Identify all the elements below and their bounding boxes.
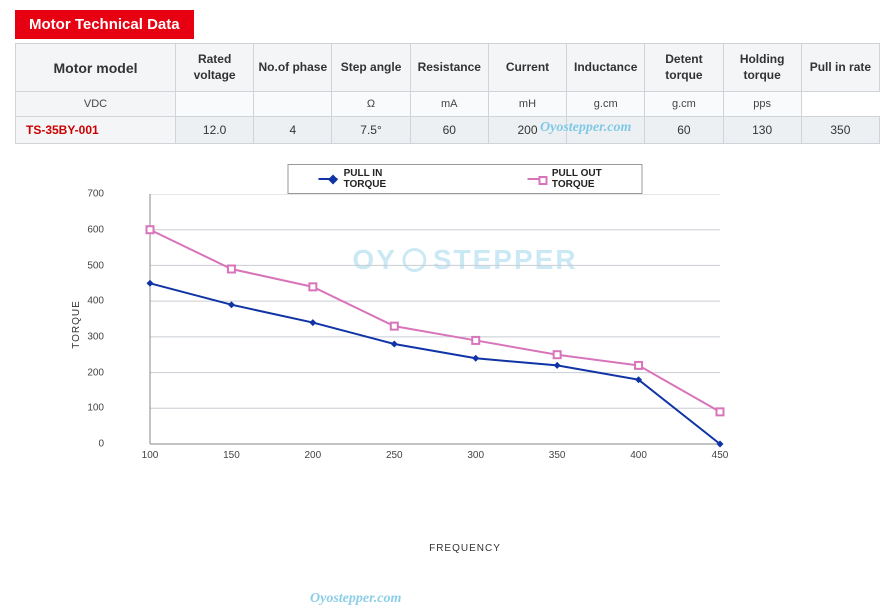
col-inductance: Inductance — [567, 44, 645, 92]
unit-resistance: Ω — [332, 92, 410, 117]
col-holding: Holding torque — [723, 44, 801, 92]
legend-marker-pull-in-icon — [319, 178, 338, 180]
col-pullin: Pull in rate — [801, 44, 879, 92]
ytick: 400 — [74, 296, 104, 307]
val-detent: 60 — [645, 117, 723, 144]
section-title: Motor Technical Data — [15, 10, 194, 39]
legend-pull-in: PULL IN TORQUE — [319, 168, 398, 190]
unit-inductance: mH — [488, 92, 566, 117]
torque-chart: PULL IN TORQUE PULL OUT TORQUE OY STEPPE… — [110, 174, 820, 524]
col-step-angle: Step angle — [332, 44, 410, 92]
ytick: 200 — [74, 367, 104, 378]
unit-rated-voltage: VDC — [16, 92, 176, 117]
ytick: 500 — [74, 260, 104, 271]
col-current: Current — [488, 44, 566, 92]
chart-legend: PULL IN TORQUE PULL OUT TORQUE — [288, 164, 643, 194]
unit-holding: g.cm — [645, 92, 723, 117]
model-header: Motor model — [16, 44, 176, 92]
unit-current: mA — [410, 92, 488, 117]
unit-step-angle — [254, 92, 332, 117]
xtick: 200 — [305, 450, 322, 461]
legend-marker-pull-out-icon — [527, 178, 546, 180]
xtick: 450 — [712, 450, 729, 461]
ytick: 700 — [74, 189, 104, 200]
ytick: 300 — [74, 332, 104, 343]
col-rated-voltage: Rated voltage — [176, 44, 254, 92]
unit-row: VDC Ω mA mH g.cm g.cm pps — [16, 92, 880, 117]
ytick: 600 — [74, 224, 104, 235]
col-resistance: Resistance — [410, 44, 488, 92]
watermark-text-top: Oyostepper.com — [540, 120, 631, 136]
ytick: 100 — [74, 403, 104, 414]
val-rated-voltage: 12.0 — [176, 117, 254, 144]
ytick: 0 — [74, 439, 104, 450]
xtick: 150 — [223, 450, 240, 461]
val-resistance: 60 — [410, 117, 488, 144]
val-holding: 130 — [723, 117, 801, 144]
val-step-angle: 7.5° — [332, 117, 410, 144]
legend-pull-out: PULL OUT TORQUE — [527, 168, 611, 190]
xtick: 350 — [549, 450, 566, 461]
header-row: Motor model Rated voltage No.of phase St… — [16, 44, 880, 92]
val-pullin: 350 — [801, 117, 879, 144]
legend-label-pull-out: PULL OUT TORQUE — [552, 168, 612, 190]
xtick: 100 — [142, 450, 159, 461]
unit-detent: g.cm — [567, 92, 645, 117]
data-row: TS-35BY-001 12.0 4 7.5° 60 200 60 130 35… — [16, 117, 880, 144]
unit-pullin: pps — [723, 92, 801, 117]
col-phase: No.of phase — [254, 44, 332, 92]
val-phase: 4 — [254, 117, 332, 144]
xtick: 400 — [630, 450, 647, 461]
x-axis-label: FREQUENCY — [429, 543, 501, 554]
chart-svg — [110, 194, 730, 464]
watermark-text-chart: Oyostepper.com — [310, 591, 401, 607]
model-name: TS-35BY-001 — [16, 117, 176, 144]
xtick: 250 — [386, 450, 403, 461]
unit-phase — [176, 92, 254, 117]
motor-data-table: Motor model Rated voltage No.of phase St… — [15, 43, 880, 144]
col-detent: Detent torque — [645, 44, 723, 92]
legend-label-pull-in: PULL IN TORQUE — [344, 168, 398, 190]
xtick: 300 — [467, 450, 484, 461]
